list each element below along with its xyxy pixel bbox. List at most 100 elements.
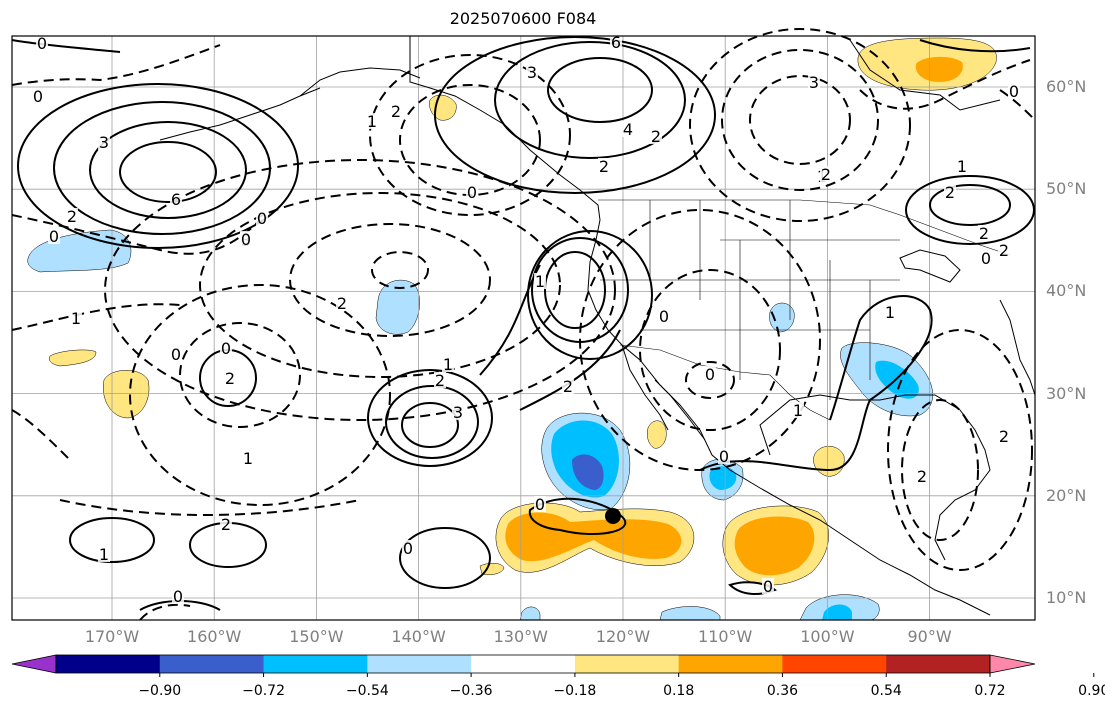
point-marker (605, 508, 621, 524)
contour-label-bg (366, 113, 378, 129)
contour-label-bg (1008, 83, 1020, 99)
map-frame (11, 35, 1036, 621)
contour-label: 4 (623, 120, 633, 139)
contour-solid (89, 121, 247, 219)
colorbar-segment (263, 655, 368, 673)
contour-dashed (685, 361, 735, 399)
contour-solid (544, 251, 606, 329)
anomaly-patch (519, 606, 541, 621)
contour-label: 0 (49, 227, 59, 246)
longitude-label: 140°W (391, 627, 446, 646)
colorbar-tick-label: −0.90 (138, 683, 182, 699)
colorbar-segment (159, 655, 265, 673)
contour-label-bg (534, 273, 546, 289)
us-mexico-border (619, 344, 831, 421)
longitude-label: 170°W (84, 627, 140, 646)
contour-label-bg (240, 231, 252, 247)
anomaly-patch (505, 512, 682, 562)
contour-label-bg (534, 496, 546, 512)
anomaly-shading (27, 37, 997, 621)
anomaly-patch (734, 516, 815, 576)
contour-label-bg (224, 370, 236, 386)
colorbar-tick-label: 0.90 (1078, 683, 1105, 699)
contour-label: 1 (535, 272, 545, 291)
contour-dashed (639, 269, 781, 431)
anomaly-patch (822, 604, 852, 620)
contour-lines (11, 28, 1036, 621)
contour-dashed (139, 603, 191, 621)
contour-dashed (371, 251, 429, 289)
contour-label-bg (98, 546, 110, 562)
contour-label: 0 (241, 230, 251, 249)
colorbar-frame (55, 654, 991, 674)
contour-label: 3 (99, 133, 109, 152)
contour-label: 1 (885, 303, 895, 322)
contour-label-bg (466, 184, 478, 200)
contour-dashed (579, 209, 821, 471)
contour-label: 0 (705, 365, 715, 384)
contour-label: 1 (957, 157, 967, 176)
contour-label: 0 (173, 587, 183, 606)
anomaly-patch (915, 56, 963, 82)
contour-label-bg (622, 121, 634, 137)
contour-label-bg (220, 516, 232, 532)
contour-dashed (887, 329, 1033, 571)
contour-dashed (11, 303, 181, 331)
contour-label: 2 (225, 369, 235, 388)
contour-dashed (399, 84, 541, 196)
contour-label: 2 (917, 467, 927, 486)
contour-label-bg (526, 64, 538, 80)
latitude-label: 10°N (1046, 588, 1087, 607)
contour-dashed (999, 89, 1036, 121)
longitude-label: 110°W (698, 627, 753, 646)
contour-solid (929, 184, 1011, 226)
anomaly-patch (572, 454, 604, 490)
contour-solid (494, 41, 686, 159)
contour-label-bg (792, 402, 804, 418)
contour-label-bg (658, 308, 670, 324)
contour-solid (385, 385, 479, 459)
contour-solid (399, 527, 491, 589)
contour-dashed (369, 54, 571, 216)
contour-label: 0 (659, 307, 669, 326)
contour-dashed (179, 322, 301, 428)
state-borders (600, 200, 900, 400)
contour-label-bg (718, 448, 730, 464)
contour-label: 2 (999, 241, 1009, 260)
contour-label: 0 (257, 209, 267, 228)
colorbar-tick-label: 0.72 (974, 683, 1006, 699)
anomaly-patch (49, 349, 97, 367)
contour-label: 0 (763, 577, 773, 596)
contour-solid (547, 57, 653, 123)
great-lakes (899, 249, 961, 283)
anomaly-patch (102, 370, 150, 419)
colorbar-extend-min (11, 654, 57, 674)
contour-label: 1 (71, 309, 81, 328)
longitude-label: 90°W (907, 627, 952, 646)
contour-label: 1 (367, 112, 377, 131)
contour-label-bg (944, 184, 956, 200)
colorbar-segment (367, 655, 472, 673)
contour-label: 6 (171, 190, 181, 209)
contour-label-bg (172, 588, 184, 604)
us-canada-border (598, 199, 1011, 256)
contour-label-bg (598, 158, 610, 174)
anomaly-patch (27, 229, 132, 273)
contour-label: 0 (719, 447, 729, 466)
contour-label-bg (170, 191, 182, 207)
political-borders (598, 199, 1011, 421)
latitude-label: 40°N (1046, 281, 1087, 301)
contour-dashed (689, 28, 911, 222)
contour-label-bg (390, 103, 402, 119)
contour-label: 0 (1009, 82, 1019, 101)
contour-label-bg (242, 450, 254, 466)
contour-label: 2 (435, 371, 445, 390)
contour-label: 0 (535, 495, 545, 514)
contour-dashed (859, 59, 1031, 110)
contour-label-bg (170, 346, 182, 362)
contour-dashed (104, 159, 616, 421)
contour-label-bg (70, 310, 82, 326)
longitude-label: 100°W (800, 627, 855, 646)
map-title: 2025070600 F084 (449, 9, 597, 28)
latitude-label: 20°N (1046, 485, 1087, 505)
